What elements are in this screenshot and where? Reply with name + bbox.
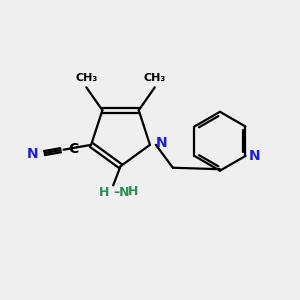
Text: –N: –N bbox=[113, 186, 130, 199]
Text: N: N bbox=[27, 147, 39, 161]
Text: CH₃: CH₃ bbox=[75, 73, 98, 83]
Text: H: H bbox=[128, 185, 138, 198]
Text: C: C bbox=[68, 142, 78, 156]
Text: H: H bbox=[98, 186, 109, 199]
Text: CH₃: CH₃ bbox=[144, 73, 166, 83]
Text: N: N bbox=[248, 149, 260, 163]
Text: N: N bbox=[155, 136, 167, 150]
